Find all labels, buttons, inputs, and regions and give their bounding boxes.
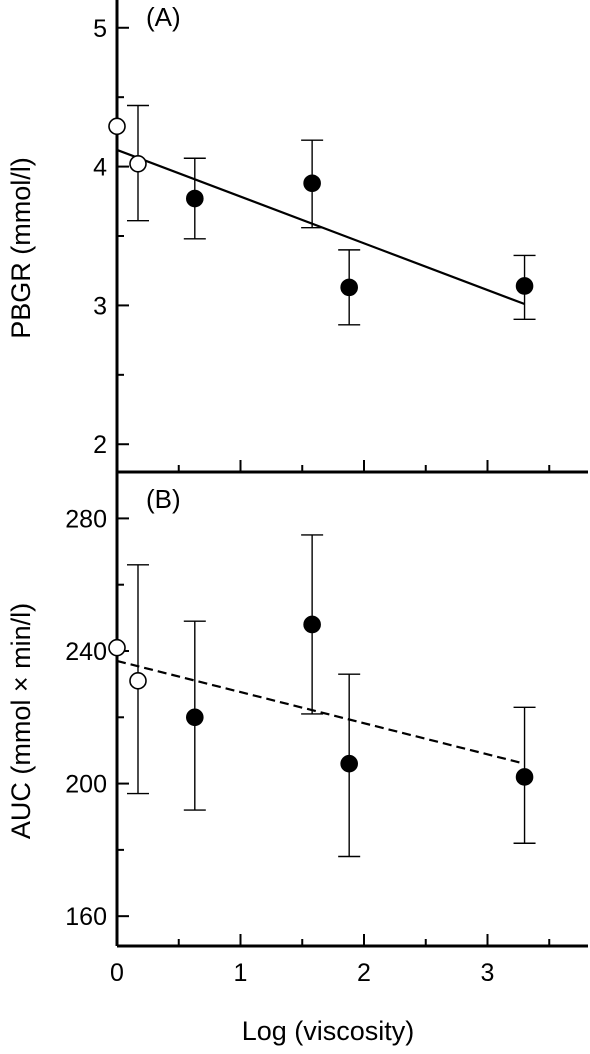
data-point-open xyxy=(108,638,126,657)
y-tick-label: 4 xyxy=(93,154,107,182)
panel-label-b: (B) xyxy=(146,484,181,514)
panel-a: 2 3 4 5 xyxy=(93,0,588,474)
y-axis-title-a: PBGR (mmol/l) xyxy=(6,157,36,339)
data-point-filled xyxy=(303,615,321,634)
data-point-filled xyxy=(186,708,204,727)
data-point-filled xyxy=(515,277,534,295)
data-point-filled xyxy=(515,768,534,786)
data-point-filled xyxy=(340,278,358,297)
x-tick-label: 3 xyxy=(481,959,495,987)
x-tick-label: 2 xyxy=(357,959,371,987)
data-point-open xyxy=(108,117,126,136)
y-tick-label: 240 xyxy=(65,638,107,666)
data-point-filled xyxy=(186,189,204,208)
x-tick-label: 1 xyxy=(234,959,248,987)
x-tick-label: 0 xyxy=(110,959,124,987)
y-tick-label: 160 xyxy=(65,903,107,931)
y-tick-label: 3 xyxy=(93,292,107,320)
regression-line xyxy=(116,659,525,765)
y-tick-label: 2 xyxy=(93,431,107,459)
y-axis-title-b: AUC (mmol × min/l) xyxy=(6,603,36,839)
data-point-filled xyxy=(340,754,358,773)
y-tick-label: 200 xyxy=(65,771,107,799)
panel-b: 160 200 240 280 0 1 2 3 xyxy=(65,472,588,987)
y-tick-label: 5 xyxy=(93,15,107,43)
data-point-open xyxy=(129,155,147,173)
y-tick-label: 280 xyxy=(65,505,107,533)
data-point-filled xyxy=(303,174,321,193)
panel-label-a: (A) xyxy=(146,2,181,32)
data-point-open xyxy=(129,672,147,690)
x-axis-title: Log (viscosity) xyxy=(242,1016,415,1046)
